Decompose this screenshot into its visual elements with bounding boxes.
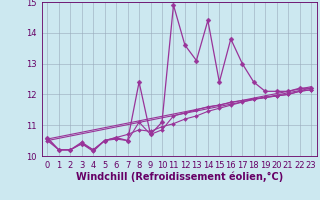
X-axis label: Windchill (Refroidissement éolien,°C): Windchill (Refroidissement éolien,°C) — [76, 171, 283, 182]
